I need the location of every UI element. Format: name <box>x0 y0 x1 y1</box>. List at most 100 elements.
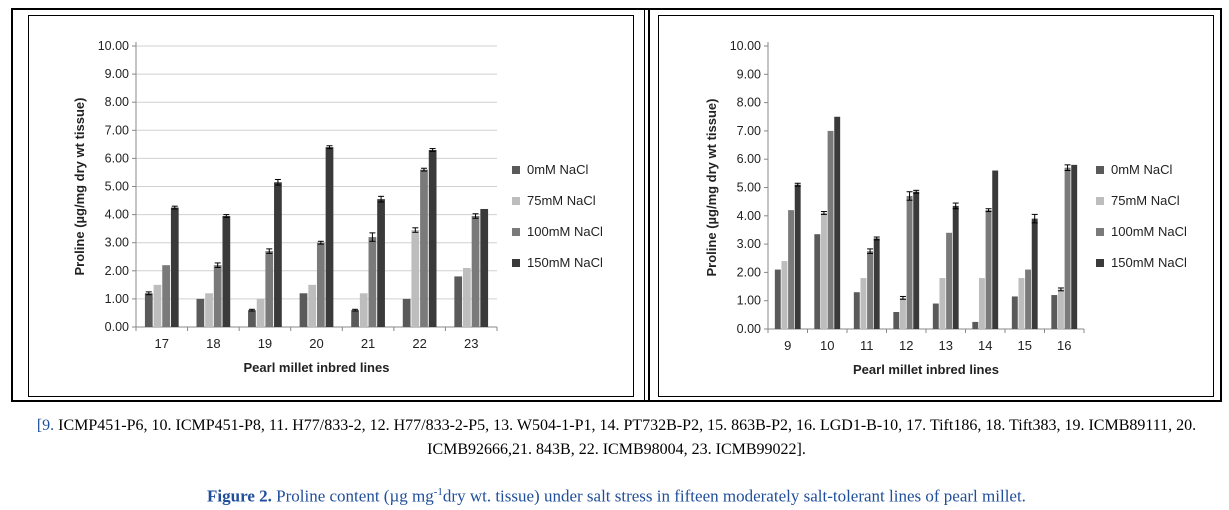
panel-divider-thick <box>648 10 650 400</box>
legend-label: 0mM NaCl <box>1111 162 1173 177</box>
bar <box>873 238 880 329</box>
figure-title-text-a: Proline content (µg mg <box>271 486 434 506</box>
y-tick-label: 0.00 <box>737 322 761 336</box>
bar <box>978 278 985 329</box>
panel-divider <box>644 10 645 400</box>
bar <box>316 242 325 327</box>
bar <box>1051 295 1058 329</box>
bar <box>1018 278 1025 329</box>
x-tick-label: 14 <box>978 338 992 353</box>
figure-title-sup: -1 <box>433 486 443 498</box>
bar <box>480 208 489 327</box>
x-tick-label: 18 <box>206 336 220 351</box>
bar <box>411 230 420 327</box>
x-tick-label: 15 <box>1018 338 1032 353</box>
y-tick-label: 8.00 <box>737 96 761 110</box>
bar <box>368 237 377 327</box>
legend-item: 100mM NaCl <box>512 216 603 247</box>
legend-label: 100mM NaCl <box>1111 224 1187 239</box>
legend-label: 100mM NaCl <box>527 224 603 239</box>
bar <box>1057 289 1064 329</box>
bar <box>939 278 946 329</box>
y-tick-label: 4.00 <box>105 208 129 222</box>
bar <box>153 284 162 327</box>
bar <box>359 293 368 327</box>
legend-item: 150mM NaCl <box>512 247 603 278</box>
bar <box>932 303 939 329</box>
legend-label: 150mM NaCl <box>1111 255 1187 270</box>
x-tick-label: 13 <box>939 338 953 353</box>
bar <box>860 278 867 329</box>
bar <box>351 310 359 327</box>
bar <box>256 298 265 327</box>
x-tick-label: 21 <box>361 336 375 351</box>
bar <box>893 312 900 329</box>
legend-swatch <box>512 165 520 174</box>
legend-swatch <box>1096 196 1104 205</box>
bar <box>827 130 834 329</box>
bar <box>1025 269 1032 329</box>
legend-swatch <box>1096 227 1104 236</box>
bar <box>972 321 979 329</box>
x-tick-label: 9 <box>784 338 791 353</box>
bar <box>1064 167 1071 329</box>
y-tick-label: 7.00 <box>737 124 761 138</box>
legend-item: 100mM NaCl <box>1096 216 1187 247</box>
y-tick-label: 6.00 <box>737 152 761 166</box>
bar <box>834 116 841 329</box>
chart-right-svg: 0.00 1.00 2.00 3.00 4.00 5.00 6.00 7.00 8.00 9.00… <box>704 39 1085 377</box>
legend-item: 75mM NaCl <box>512 185 603 216</box>
bar <box>899 297 906 329</box>
bar <box>248 310 256 327</box>
bar <box>820 212 827 329</box>
bar <box>299 293 308 327</box>
bar <box>196 298 205 327</box>
y-tick-label: 2.00 <box>105 264 129 278</box>
legend-swatch <box>1096 258 1104 267</box>
y-tick-label: 10.00 <box>730 39 761 53</box>
x-tick-label: 22 <box>412 336 426 351</box>
bar <box>454 276 463 327</box>
legend-item: 75mM NaCl <box>1096 185 1187 216</box>
chart-left-svg: 0.00 1.00 2.00 3.00 4.00 5.00 6.00 7.00 8.00 9.00… <box>72 39 498 375</box>
x-tick-label: 19 <box>258 336 272 351</box>
x-tick-label: 11 <box>860 338 874 353</box>
legend-right: 0mM NaCl 75mM NaCl 100mM NaCl 150mM NaCl <box>1096 154 1187 278</box>
legend-label: 75mM NaCl <box>527 193 596 208</box>
y-tick-label: 0.00 <box>105 320 129 334</box>
caption-lead: [9. <box>36 417 55 434</box>
y-tick-label: 1.00 <box>737 294 761 308</box>
chart-panel-right: 0.00 1.00 2.00 3.00 4.00 5.00 6.00 7.00 8.00 9.00… <box>658 15 1214 397</box>
figure-label: Figure 2. <box>207 486 272 506</box>
y-axis-label: Proline (µg/mg dry wt tissue) <box>72 98 87 276</box>
y-tick-label: 3.00 <box>737 237 761 251</box>
bar <box>325 147 334 327</box>
bar <box>992 170 999 329</box>
bar <box>162 265 170 327</box>
bar <box>774 269 781 329</box>
x-tick-label: 16 <box>1057 338 1071 353</box>
y-tick-label: 8.00 <box>105 95 129 109</box>
y-tick-label: 3.00 <box>105 236 129 250</box>
bar <box>788 210 795 329</box>
figure-title-text-b: dry wt. tissue) under salt stress in fif… <box>442 486 1026 506</box>
bar <box>274 182 282 327</box>
bar <box>946 232 953 329</box>
bar <box>1071 164 1078 329</box>
bar <box>420 169 428 327</box>
y-tick-label: 2.00 <box>737 265 761 279</box>
bar <box>222 216 231 327</box>
legend-item: 0mM NaCl <box>512 154 603 185</box>
figure-title: Figure 2. Proline content (µg mg-1dry wt… <box>11 486 1222 507</box>
x-tick-label: 23 <box>464 336 478 351</box>
y-tick-label: 7.00 <box>105 123 129 137</box>
bar <box>308 284 317 327</box>
bar <box>814 234 821 329</box>
x-tick-label: 17 <box>155 336 169 351</box>
bar <box>853 292 860 329</box>
legend-swatch <box>512 196 520 205</box>
legend-item: 0mM NaCl <box>1096 154 1187 185</box>
y-tick-label: 9.00 <box>105 67 129 81</box>
y-axis-label: Proline (µg/mg dry wt tissue) <box>704 99 719 277</box>
bar <box>1011 296 1018 329</box>
